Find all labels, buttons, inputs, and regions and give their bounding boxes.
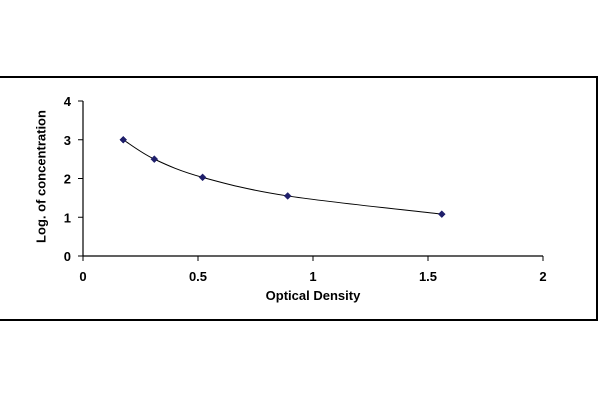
- x-tick-label: 0.5: [189, 269, 207, 284]
- y-tick-label: 4: [64, 94, 72, 109]
- data-point-diamond: [198, 173, 207, 182]
- axes: [82, 101, 543, 257]
- labels: 0 1 2 3 4 0 0.5 1 1.5 2: [64, 94, 547, 284]
- y-axis-title: Log. of concentration: [33, 110, 48, 243]
- y-tick-label: 2: [64, 172, 71, 187]
- data-point-diamond: [283, 192, 292, 200]
- ticks: [78, 100, 544, 261]
- chart-frame: [0, 76, 598, 321]
- data-points: [119, 135, 446, 219]
- data-point-diamond: [119, 135, 128, 144]
- y-tick-label: 3: [64, 133, 71, 148]
- x-tick-label: 0: [79, 269, 86, 284]
- y-tick-label: 1: [64, 210, 71, 225]
- data-point-diamond: [437, 210, 446, 219]
- y-tick-label: 0: [64, 249, 71, 264]
- x-axis-title: Optical Density: [266, 288, 361, 303]
- x-tick-label: 1: [309, 269, 316, 284]
- trend-line: [122, 139, 442, 215]
- data-point-diamond: [150, 155, 159, 163]
- x-tick-label: 1.5: [419, 269, 437, 284]
- x-tick-label: 2: [539, 269, 546, 284]
- trend-curve: [122, 139, 442, 215]
